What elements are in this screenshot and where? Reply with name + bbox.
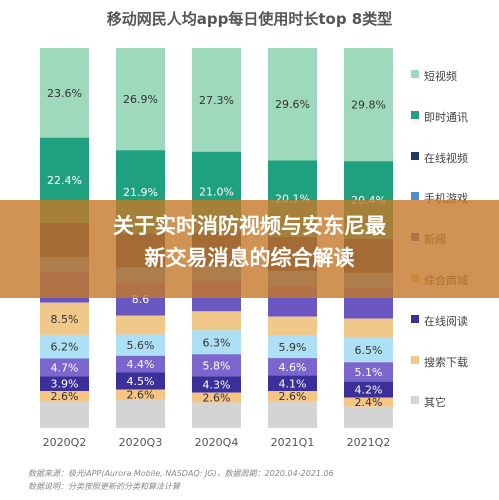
bar-segment (192, 48, 241, 152)
bar-segment (40, 391, 89, 402)
bar-segment (268, 358, 317, 376)
bar-segment (344, 318, 393, 338)
legend-swatch (411, 151, 419, 160)
data-label: 27.3% (199, 94, 234, 107)
legend-label: 其它 (424, 396, 446, 410)
legend-swatch (411, 396, 419, 405)
chart-source: 数据来源：极光iAPP(Aurora Mobile, NASDAQ: JG)，数… (28, 467, 334, 493)
data-label: 8.5% (51, 313, 79, 326)
data-label: 5.9% (279, 341, 307, 354)
data-label: 2.6% (127, 389, 155, 402)
data-label: 3.9% (51, 378, 79, 391)
legend-item: 即时通讯 (411, 109, 497, 150)
bar-segment (344, 397, 393, 407)
bar-segment (344, 362, 393, 382)
bar-segment (192, 330, 241, 355)
bar-segment (116, 372, 165, 390)
legend-label: 在线阅读 (424, 314, 468, 328)
data-label: 5.1% (355, 366, 383, 379)
data-label: 5.6% (127, 339, 155, 352)
legend-label: 短视频 (424, 70, 457, 83)
x-tick-label: 2020Q2 (43, 436, 87, 449)
data-label: 21.0% (199, 186, 234, 199)
source-line-1: 数据来源：极光iAPP(Aurora Mobile, NASDAQ: JG)，数… (28, 469, 334, 478)
bar-segment (40, 48, 89, 138)
data-label: 6.2% (51, 341, 79, 354)
legend-swatch (411, 70, 419, 78)
bar-segment (192, 376, 241, 393)
legend-swatch (411, 110, 419, 119)
data-label: 29.8% (351, 99, 386, 112)
overlay-headline: 关于实时消防视频与安东尼最 新交易消息的综合解读 (0, 210, 499, 274)
bar-segment (40, 302, 89, 335)
bar-segment (268, 316, 317, 336)
data-label: 4.2% (355, 384, 383, 397)
bar-segment (192, 354, 241, 377)
legend-swatch (411, 355, 419, 364)
bar-segment (344, 381, 393, 398)
bar-segment (40, 401, 89, 428)
data-label: 4.1% (279, 377, 307, 390)
x-tick-label: 2021Q1 (271, 436, 315, 449)
data-label: 2.4% (355, 396, 383, 409)
data-label: 4.3% (203, 378, 231, 391)
bar-segment (268, 401, 317, 428)
bar-segment (116, 334, 165, 356)
x-tick-label: 2020Q4 (195, 436, 239, 449)
bar-segment (268, 375, 317, 392)
legend-item: 短视频 (411, 68, 497, 109)
data-label: 2.6% (203, 392, 231, 405)
bar-segment (268, 48, 317, 161)
bar-segment (116, 315, 165, 335)
legend-label: 即时通讯 (424, 110, 468, 124)
overlay-banner (0, 200, 499, 298)
data-label: 4.7% (51, 361, 79, 374)
data-label: 23.6% (47, 87, 82, 100)
chart-title: 移动网民人均app每日使用时长top 8类型 (106, 10, 393, 28)
legend-item: 在线阅读 (411, 313, 497, 354)
data-label: 29.6% (275, 98, 310, 111)
bar-segment (116, 355, 165, 373)
x-tick-label: 2020Q3 (119, 436, 163, 449)
source-line-2: 数据说明：分类按照更新的分类和算法计算 (28, 482, 180, 491)
data-label: 6.5% (355, 344, 383, 357)
bar-segment (40, 358, 89, 377)
legend-item: 在线视频 (411, 150, 497, 191)
data-label: 21.9% (123, 186, 158, 199)
data-label: 26.9% (123, 93, 158, 106)
data-label: 4.6% (279, 361, 307, 374)
data-label: 5.8% (203, 359, 231, 372)
bar-segment (344, 337, 393, 363)
data-label: 2.6% (51, 390, 79, 403)
bar-segment (40, 334, 89, 359)
legend-item: 搜索下载 (411, 354, 497, 395)
data-label: 2.6% (279, 390, 307, 403)
bar-segment (192, 392, 241, 403)
bar-segment (192, 311, 241, 331)
bar-segment (116, 48, 165, 151)
bar-segment (116, 399, 165, 428)
data-label: 6.3% (203, 336, 231, 349)
legend-label: 搜索下载 (424, 355, 468, 369)
x-tick-label: 2021Q2 (347, 436, 391, 449)
bar-segment (344, 48, 393, 162)
legend-swatch (411, 314, 419, 323)
data-label: 4.4% (127, 358, 155, 371)
bar-segment (40, 376, 89, 392)
legend-label: 在线视频 (424, 151, 468, 165)
bar-segment (268, 391, 317, 402)
bar-segment (344, 406, 393, 428)
bar-segment (192, 402, 241, 428)
legend-swatch (411, 192, 419, 201)
overlay-line-1: 关于实时消防视频与安东尼最 (113, 214, 386, 238)
bar-segment (116, 389, 165, 400)
data-label: 22.4% (47, 174, 82, 187)
legend-item: 其它 (411, 394, 497, 435)
bar-segment (268, 335, 317, 359)
overlay-line-2: 新交易消息的综合解读 (144, 246, 355, 270)
data-label: 4.5% (127, 375, 155, 388)
